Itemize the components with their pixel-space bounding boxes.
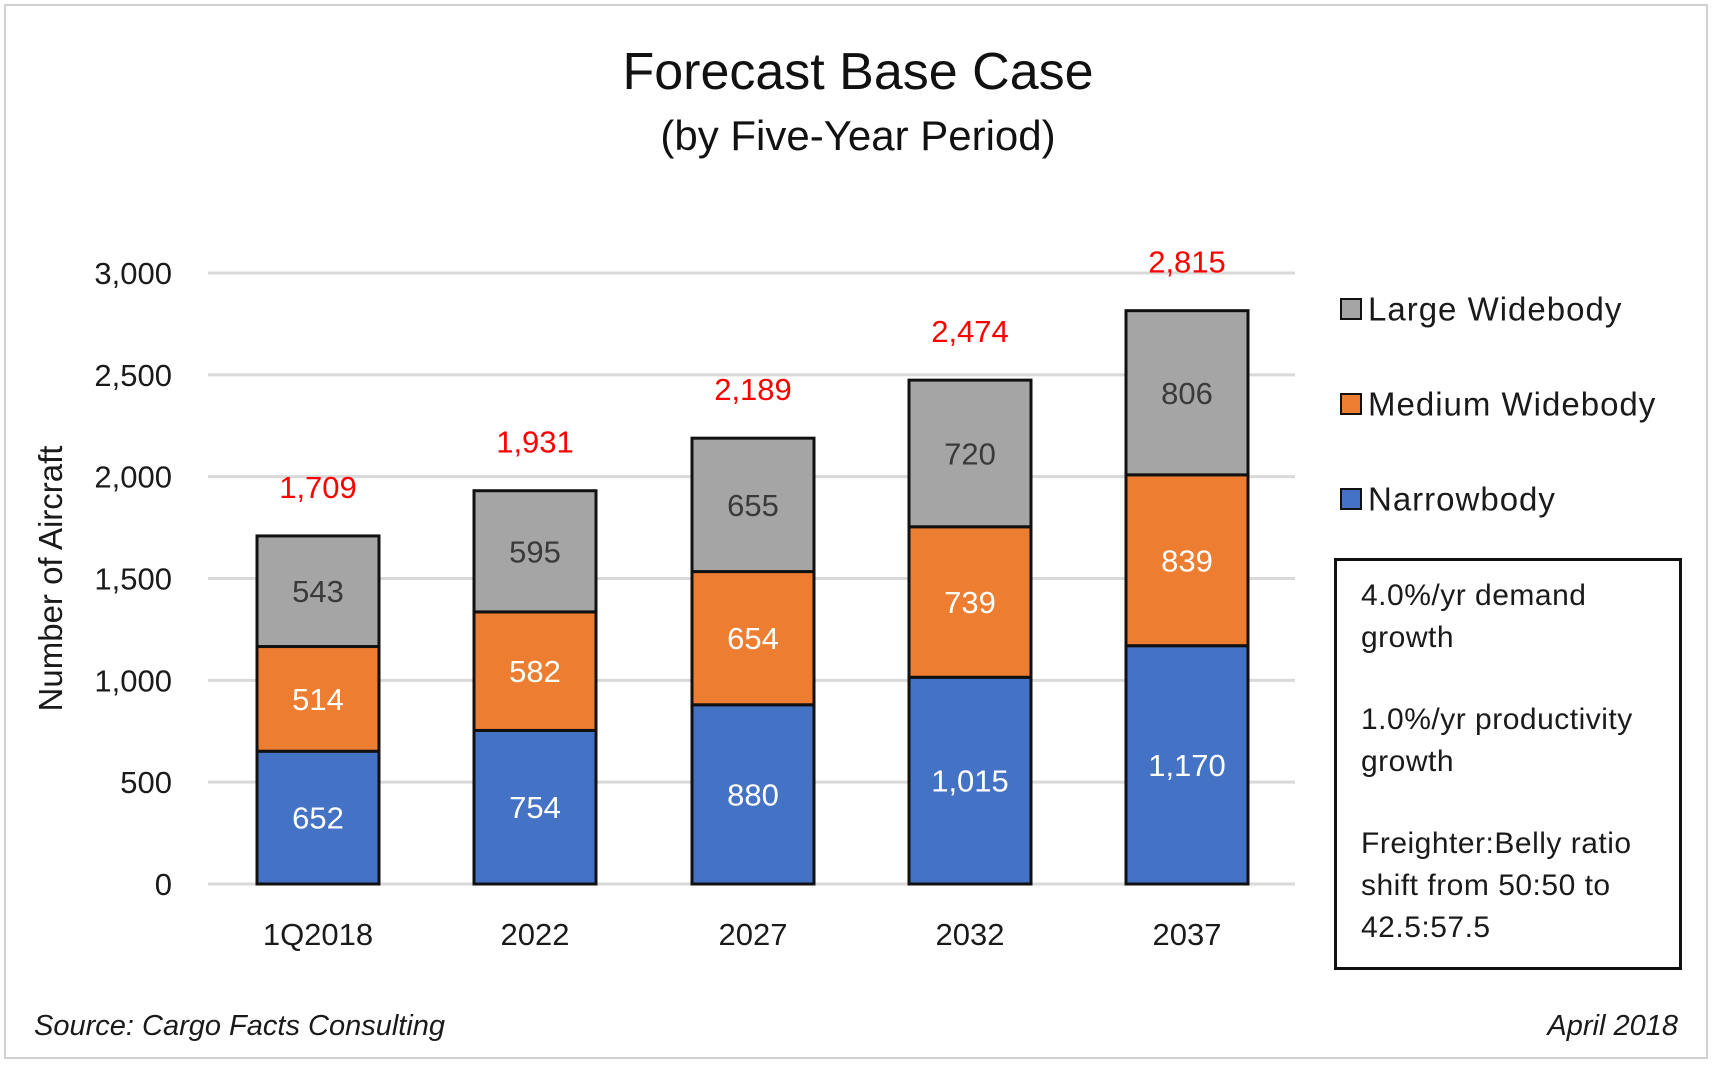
data-label: 880 xyxy=(727,777,779,812)
y-tick-label: 1,500 xyxy=(94,562,172,597)
legend-label: Large Widebody xyxy=(1368,290,1623,328)
bar-segment-narrowbody xyxy=(1124,644,1250,886)
data-label: 754 xyxy=(509,790,561,825)
chart-title: Forecast Base Case xyxy=(622,43,1094,101)
y-tick-label: 1,000 xyxy=(94,663,172,698)
bar-segment-large-widebody xyxy=(1124,309,1250,477)
bar-segment-narrowbody xyxy=(472,728,598,886)
bar-segment-medium-widebody xyxy=(907,525,1033,679)
x-tick-label: 2032 xyxy=(936,917,1005,952)
chart-frame xyxy=(4,4,1708,1059)
assumptions-box: 4.0%/yr demand growth 1.0%/yr productivi… xyxy=(1334,558,1682,970)
legend-label: Medium Widebody xyxy=(1368,385,1657,423)
legend-swatch-large-widebody xyxy=(1340,298,1362,321)
y-tick-label: 2,500 xyxy=(94,358,172,393)
y-tick-label: 500 xyxy=(120,765,172,800)
note-productivity-growth: 1.0%/yr productivity growth xyxy=(1361,703,1633,778)
data-label: 595 xyxy=(509,534,561,569)
total-label: 2,474 xyxy=(931,314,1009,349)
total-label: 1,709 xyxy=(279,470,357,505)
bar-segment-medium-widebody xyxy=(255,645,381,753)
data-label: 839 xyxy=(1161,543,1213,578)
data-label: 1,170 xyxy=(1148,748,1226,783)
legend-item-large-widebody: Large Widebody xyxy=(1340,288,1622,328)
legend-swatch-narrowbody xyxy=(1340,488,1362,511)
data-label: 652 xyxy=(292,801,344,836)
x-tick-label: 1Q2018 xyxy=(263,917,373,952)
legend-item-narrowbody: Narrowbody xyxy=(1340,478,1556,518)
y-tick-label: 0 xyxy=(155,867,172,902)
chart-subtitle: (by Five-Year Period) xyxy=(660,112,1056,159)
total-label: 2,189 xyxy=(714,372,792,407)
x-tick-label: 2027 xyxy=(719,917,788,952)
note-demand-growth: 4.0%/yr demand growth xyxy=(1361,579,1587,654)
bar-segment-medium-widebody xyxy=(1124,473,1250,648)
data-label: 720 xyxy=(944,436,996,471)
legend-swatch-medium-widebody xyxy=(1340,393,1362,416)
note-freighter-belly-ratio: Freighter:Belly ratio shift from 50:50 t… xyxy=(1361,827,1632,944)
y-axis-label: Number of Aircraft xyxy=(32,446,69,712)
data-label: 655 xyxy=(727,488,779,523)
total-label: 2,815 xyxy=(1148,245,1226,280)
data-label: 1,015 xyxy=(931,764,1009,799)
y-tick-label: 2,000 xyxy=(94,460,172,495)
bar-segment-narrowbody xyxy=(690,703,816,886)
x-tick-label: 2022 xyxy=(501,917,570,952)
data-label: 654 xyxy=(727,621,779,656)
source-note: Source: Cargo Facts Consulting xyxy=(34,1010,446,1042)
bar-segment-medium-widebody xyxy=(472,610,598,732)
bar-segment-narrowbody xyxy=(907,675,1033,886)
bar-segment-large-widebody xyxy=(907,378,1033,529)
data-label: 543 xyxy=(292,574,344,609)
data-label: 806 xyxy=(1161,376,1213,411)
x-tick-label: 2037 xyxy=(1153,917,1222,952)
legend-label: Narrowbody xyxy=(1368,480,1556,518)
bar-segment-medium-widebody xyxy=(690,570,816,707)
legend-item-medium-widebody: Medium Widebody xyxy=(1340,383,1656,423)
data-label: 514 xyxy=(292,682,344,717)
bar-segment-large-widebody xyxy=(690,436,816,574)
bar-segment-large-widebody xyxy=(472,489,598,614)
bar-segment-large-widebody xyxy=(255,534,381,649)
data-label: 739 xyxy=(944,585,996,620)
y-tick-label: 3,000 xyxy=(94,256,172,291)
date-note: April 2018 xyxy=(1547,1010,1678,1042)
data-label: 582 xyxy=(509,654,561,689)
total-label: 1,931 xyxy=(496,425,574,460)
